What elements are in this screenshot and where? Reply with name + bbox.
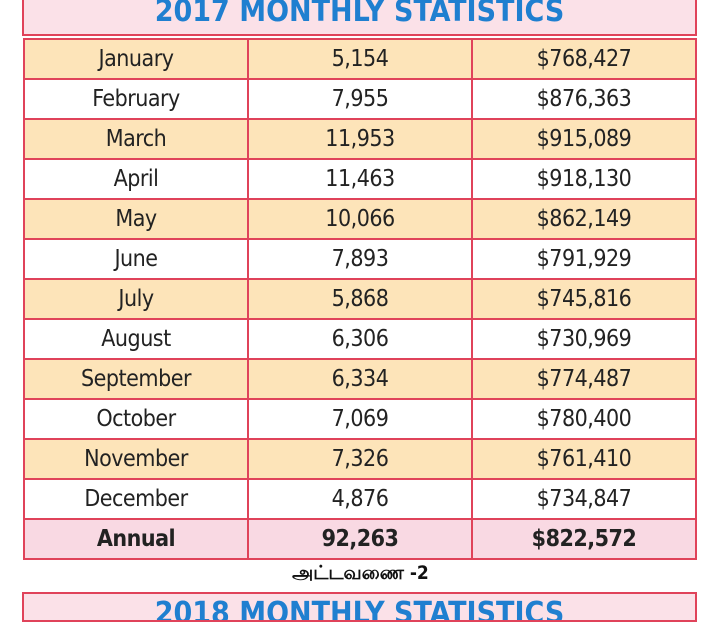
table-cell: $780,400	[471, 398, 697, 440]
table-cell: $730,969	[471, 318, 697, 360]
caption: அட்டவணை -2	[292, 562, 429, 584]
table-cell: $918,130	[471, 158, 697, 200]
table-cell: $822,572	[471, 518, 697, 560]
table-row: July 5,868 $745,816	[23, 278, 697, 320]
table-cell: April	[23, 158, 249, 200]
table-body: January 5,154 $768,427 February 7,955 $876,36…	[23, 38, 697, 560]
table-cell: 7,069	[247, 398, 473, 440]
table-cell: September	[23, 358, 249, 400]
table-cell: $876,363	[471, 78, 697, 120]
table-cell: 6,306	[247, 318, 473, 360]
table-cell: November	[23, 438, 249, 480]
table-row: March 11,953 $915,089	[23, 118, 697, 160]
table-row: September 6,334 $774,487	[23, 358, 697, 400]
table-cell: 4,876	[247, 478, 473, 520]
table-cell: December	[23, 478, 249, 520]
table-row: August 6,306 $730,969	[23, 318, 697, 360]
table-cell: February	[23, 78, 249, 120]
table-cell: 92,263	[247, 518, 473, 560]
table-row: November 7,326 $761,410	[23, 438, 697, 480]
table-cell: 11,463	[247, 158, 473, 200]
table-cell: $791,929	[471, 238, 697, 280]
table-cell: 7,893	[247, 238, 473, 280]
table-cell: January	[23, 38, 249, 80]
table-cell: March	[23, 118, 249, 160]
page: 2017 MONTHLY STATISTICS January 5,154 $768…	[22, 0, 697, 622]
table-row: January 5,154 $768,427	[23, 38, 697, 80]
table-cell: 5,154	[247, 38, 473, 80]
table-cell: $915,089	[471, 118, 697, 160]
table-cell: 7,955	[247, 78, 473, 120]
next-table-title: 2018 MONTHLY STATISTICS	[22, 592, 697, 622]
table-cell: 5,868	[247, 278, 473, 320]
table-cell: July	[23, 278, 249, 320]
table-cell: May	[23, 198, 249, 240]
table-cell: $734,847	[471, 478, 697, 520]
table-title: 2017 MONTHLY STATISTICS	[22, 0, 697, 36]
stats-table: January 5,154 $768,427 February 7,955 $876,36…	[23, 38, 697, 560]
table-cell: 7,326	[247, 438, 473, 480]
table-cell: $745,816	[471, 278, 697, 320]
table-cell: Annual	[23, 518, 249, 560]
table-row: May 10,066 $862,149	[23, 198, 697, 240]
table-row: Annual 92,263 $822,572	[23, 518, 697, 560]
table-cell: $761,410	[471, 438, 697, 480]
table-row: April 11,463 $918,130	[23, 158, 697, 200]
table-row: December 4,876 $734,847	[23, 478, 697, 520]
table-cell: $768,427	[471, 38, 697, 80]
table-cell: $774,487	[471, 358, 697, 400]
table-cell: October	[23, 398, 249, 440]
table-cell: 6,334	[247, 358, 473, 400]
table-row: October 7,069 $780,400	[23, 398, 697, 440]
table-cell: 10,066	[247, 198, 473, 240]
table-cell: 11,953	[247, 118, 473, 160]
table-row: February 7,955 $876,363	[23, 78, 697, 120]
table-cell: June	[23, 238, 249, 280]
table-cell: August	[23, 318, 249, 360]
table-cell: $862,149	[471, 198, 697, 240]
table-row: June 7,893 $791,929	[23, 238, 697, 280]
